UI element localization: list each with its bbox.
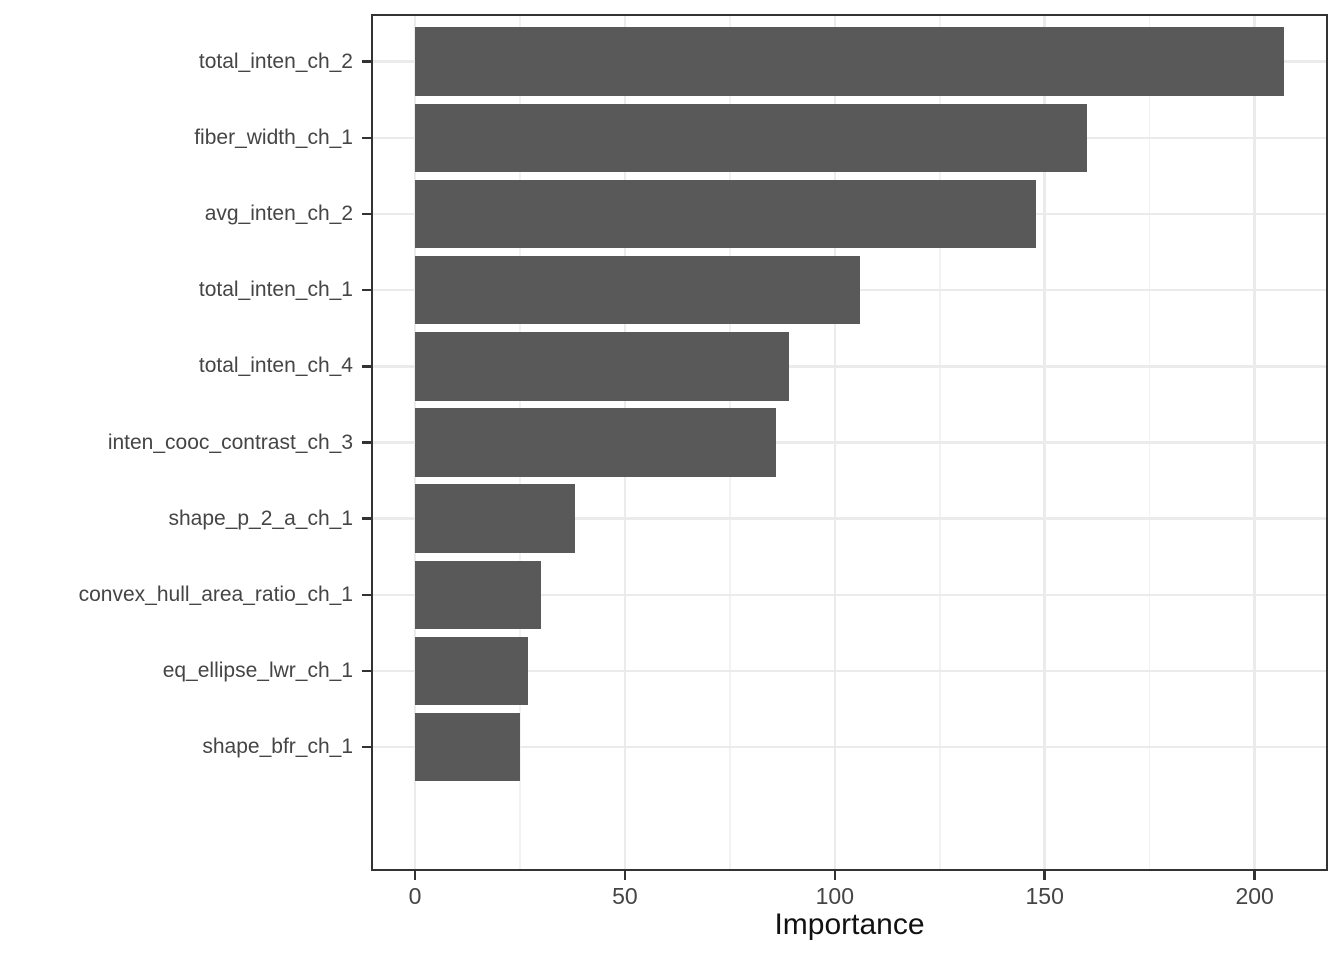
x-tick-label: 100 [815,883,854,909]
importance-bar [414,27,1284,96]
importance-bar [414,560,541,630]
x-tick-label: 50 [612,883,638,909]
y-axis-label: avg_inten_ch_2 [204,202,353,226]
y-axis-label: inten_cooc_contrast_ch_3 [107,430,353,454]
major-gridline-y-9 [373,669,1326,673]
x-tick-mark [623,871,627,880]
importance-bar [414,103,1087,173]
y-tick-mark [362,745,371,749]
importance-bar [414,636,529,706]
y-tick-mark [362,136,371,140]
y-axis-label: eq_ellipse_lwr_ch_1 [162,658,353,682]
x-tick-mark [413,871,417,880]
importance-bar [414,408,777,477]
y-axis-label: total_inten_ch_2 [198,49,353,73]
importance-bar [414,179,1037,249]
importance-bar [414,484,575,553]
y-tick-mark [362,441,371,444]
x-tick-label: 200 [1235,883,1274,909]
plot-panel [371,14,1328,871]
x-tick-mark [1253,871,1256,880]
y-axis-label: total_inten_ch_1 [198,278,353,302]
x-tick-label: 0 [408,883,422,909]
x-tick-label: 150 [1025,883,1064,909]
importance-bar [414,712,520,782]
x-axis-title: Importance [774,908,925,941]
y-axis-label: fiber_width_ch_1 [194,125,353,149]
y-axis-label: total_inten_ch_4 [198,354,353,378]
y-tick-mark [362,212,371,216]
x-tick-mark [1043,871,1046,880]
x-tick-mark [833,871,837,880]
importance-bar [414,332,789,401]
major-gridline-y-5 [373,365,1326,368]
importance-bar [414,255,860,325]
y-tick-mark [362,365,371,368]
major-gridline-y-7 [373,517,1326,520]
y-tick-mark [362,593,371,597]
major-gridline-y-8 [373,593,1326,597]
y-tick-mark [362,517,371,520]
major-gridline-y-10 [373,745,1326,749]
y-axis-label: convex_hull_area_ratio_ch_1 [78,582,353,606]
y-tick-mark [362,288,371,292]
major-gridline-y-6 [373,441,1326,444]
y-axis-label: shape_p_2_a_ch_1 [168,506,353,530]
y-tick-mark [362,60,371,63]
y-tick-mark [362,669,371,673]
y-axis-label: shape_bfr_ch_1 [202,735,353,759]
